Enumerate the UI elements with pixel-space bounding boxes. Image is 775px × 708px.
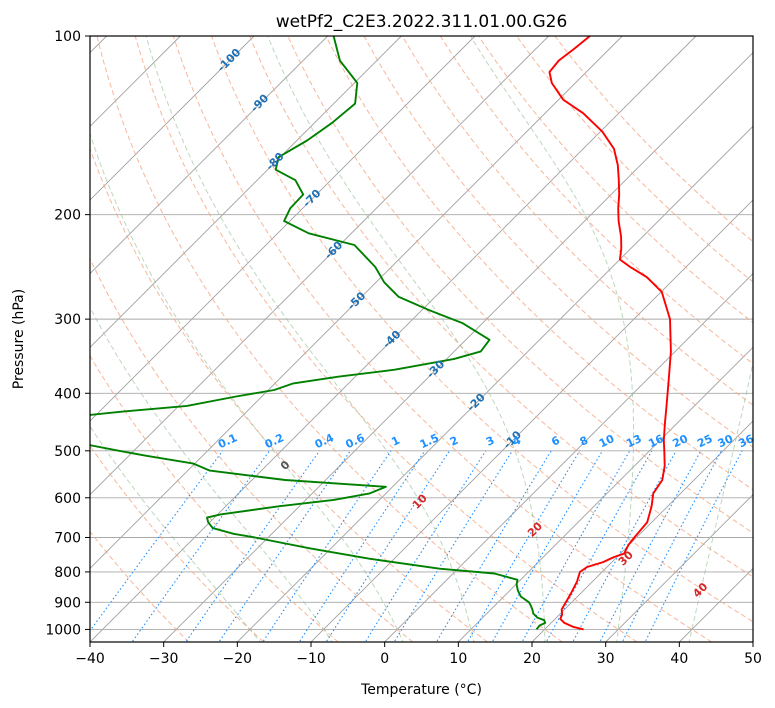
mixing-ratio-line (298, 450, 426, 642)
moist-adiabat-line (90, 306, 333, 642)
isotherm-line (90, 36, 328, 275)
x-tick-label: −10 (296, 651, 326, 667)
isotherm-line (90, 36, 476, 422)
chart-title: wetPf2_C2E3.2022.311.01.00.G26 (276, 12, 568, 32)
dry-adiabat-line (90, 147, 488, 642)
isotherm-line (90, 36, 697, 642)
x-axis-label: Temperature (°C) (360, 682, 482, 698)
mixing-ratio-line (185, 450, 321, 642)
dry-adiabat-line (363, 36, 753, 448)
x-tick-label: 0 (380, 651, 389, 667)
isotherm-line (90, 36, 549, 496)
mixing-ratio-label: 25 (695, 432, 714, 450)
y-tick-label: 400 (54, 386, 81, 402)
x-tick-label: 20 (523, 651, 541, 667)
mixing-ratio-line (393, 450, 513, 642)
mixing-ratio-label: 16 (646, 432, 666, 450)
y-tick-label: 500 (54, 444, 81, 460)
dry-adiabat-line (401, 36, 753, 406)
dry-adiabat-line (96, 36, 563, 642)
x-tick-label: 50 (744, 651, 762, 667)
mixing-ratio-label: 20 (671, 432, 691, 450)
mixing-ratio-line (599, 450, 702, 642)
mixing-ratio-line (572, 450, 677, 642)
isotherm-line (90, 36, 255, 201)
mixing-ratio-line (435, 450, 552, 642)
y-tick-label: 700 (54, 531, 81, 547)
mixing-ratio-label: 13 (624, 432, 643, 450)
x-tick-label: −40 (75, 651, 105, 667)
mixing-ratio-line (466, 450, 581, 642)
moist-adiabat-line (688, 360, 753, 642)
moist-adiabat-line (90, 425, 261, 642)
y-tick-label: 800 (54, 565, 81, 581)
mixing-ratio-line (521, 450, 631, 642)
dry-adiabat-line (478, 36, 753, 324)
y-tick-label: 300 (54, 312, 81, 328)
mixing-ratio-line (491, 450, 603, 642)
mixing-ratio-label: 36 (736, 432, 756, 450)
isotherm-line (90, 36, 623, 569)
dry-adiabat-line (249, 36, 753, 578)
mixing-ratio-label: 30 (716, 432, 736, 450)
y-tick-label: 100 (54, 29, 81, 45)
y-axis-label: Pressure (hPa) (11, 289, 27, 389)
dry-adiabat-line (439, 36, 753, 365)
mixing-ratio-line (90, 450, 224, 632)
y-tick-label: 600 (54, 491, 81, 507)
temperature-profile-line (548, 36, 672, 631)
moist-adiabat-line (145, 36, 475, 642)
y-tick-label: 200 (54, 208, 81, 224)
mixing-ratio-label: 10 (597, 432, 617, 450)
x-tick-label: 40 (670, 651, 688, 667)
isotherm-line (531, 420, 753, 642)
moist-adiabat-line (90, 132, 404, 642)
y-tick-label: 900 (54, 595, 81, 611)
dewpoint-profile-line (90, 36, 547, 630)
x-tick-label: 10 (449, 651, 467, 667)
dry-adiabat-line (287, 36, 753, 534)
x-tick-label: −20 (223, 651, 253, 667)
dry-adiabat-line (90, 354, 339, 642)
dry-adiabat-line (90, 257, 414, 642)
x-tick-label: 30 (597, 651, 615, 667)
y-tick-label: 1000 (45, 622, 81, 638)
isotherm-line (90, 36, 402, 348)
isotherm-line (237, 125, 753, 642)
moist-adiabat-line (470, 36, 634, 642)
dry-adiabat-line (554, 36, 753, 243)
dry-adiabat-line (90, 530, 190, 642)
isotherm-line (163, 52, 753, 642)
dry-adiabat-line (325, 36, 753, 491)
mixing-ratio-line (218, 450, 351, 642)
mixing-ratio-line (262, 450, 392, 642)
plot-frame (89, 35, 754, 643)
dry-adiabat-line (134, 36, 638, 642)
dry-adiabat-line (172, 36, 712, 642)
moist-adiabat-line (267, 36, 546, 642)
isotherm-line (384, 273, 753, 642)
mixing-ratio-line (621, 450, 722, 642)
isotherm-line (458, 346, 753, 642)
isotherm-line (605, 494, 753, 642)
mixing-ratio-line (644, 450, 743, 642)
x-tick-label: −30 (149, 651, 179, 667)
